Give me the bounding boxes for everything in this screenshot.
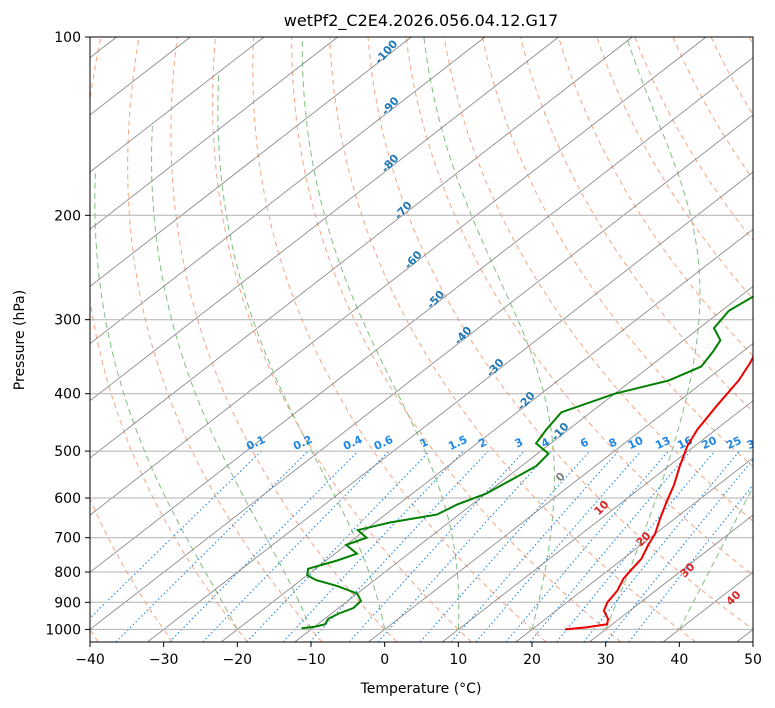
isotherm-line [90, 37, 265, 173]
isotherm-line [90, 57, 753, 573]
mixing-ratio-line [377, 450, 552, 642]
dry-adiabat [367, 37, 753, 631]
mixing-ratio-line [282, 450, 464, 642]
moist-adiabat [151, 123, 312, 630]
dry-adiabat [90, 37, 248, 642]
x-axis-label: Temperature (°C) [360, 681, 482, 697]
dry-adiabat [291, 37, 622, 642]
isotherm-line [90, 37, 412, 287]
y-tick-label: 1000 [45, 622, 81, 638]
x-axis: −40 −30 −20 −10 0 10 20 30 40 50 [75, 642, 762, 668]
mixing-ratio-label: 30 [745, 434, 765, 452]
x-tick-label: −40 [75, 652, 105, 668]
y-axis-label: Pressure (hPa) [12, 290, 28, 390]
moist-adiabats [94, 37, 753, 630]
skewed-isotherms [90, 37, 753, 642]
mixing-ratio-label: 16 [675, 434, 695, 452]
dry-adiabat [127, 37, 323, 642]
x-tick-label: −20 [223, 652, 253, 668]
x-tick-label: 10 [449, 652, 467, 668]
y-tick-label: 600 [54, 491, 81, 507]
mixing-ratio-line [202, 450, 390, 642]
isotherm-line [220, 228, 753, 642]
dry-adiabats [90, 37, 753, 642]
dry-adiabat [558, 37, 753, 357]
y-tick-label: 500 [54, 444, 81, 460]
mixing-ratio-line [505, 450, 669, 642]
mixing-ratio-line [628, 484, 753, 642]
x-tick-label: 0 [380, 652, 389, 668]
isotherm-line [90, 37, 338, 230]
y-tick-label: 400 [54, 387, 81, 403]
mixing-ratio-line [583, 450, 740, 642]
x-tick-label: −30 [149, 652, 179, 668]
isotherm-line [441, 400, 753, 642]
isotherm-line [90, 114, 753, 630]
chart-title: wetPf2_C2E4.2026.056.04.12.G17 [284, 11, 558, 31]
x-tick-label: −10 [296, 652, 326, 668]
mixing-ratio-line [419, 450, 591, 642]
x-tick-label: 20 [523, 652, 541, 668]
isotherm-line [368, 343, 753, 642]
y-tick-label: 300 [54, 313, 81, 329]
mixing-ratio-line [605, 458, 753, 642]
dewpoint-profile [301, 295, 753, 630]
mixing-ratio-line [529, 450, 691, 642]
mixing-ratio-label: 20 [700, 434, 720, 452]
moist-adiabat [94, 173, 238, 630]
isotherm-line [90, 37, 633, 459]
y-tick-label: 100 [54, 30, 81, 46]
isotherm-line [294, 285, 753, 642]
y-tick-label: 900 [54, 595, 81, 611]
moist-adiabat [605, 37, 701, 630]
y-tick-label: 200 [54, 208, 81, 224]
isotherm-line [90, 37, 559, 402]
sounding-profiles [301, 295, 753, 631]
mixing-ratio-line [169, 450, 359, 642]
dry-adiabat [329, 37, 696, 642]
y-tick-label: 800 [54, 565, 81, 581]
isotherm-line [515, 457, 753, 642]
dry-adiabat [212, 37, 472, 642]
isotherm-line [589, 514, 753, 642]
mixing-ratio-label: 10 [626, 434, 646, 452]
y-axis: 100 200 300 400 500 600 700 800 900 1000 [45, 30, 90, 638]
isobar-gridlines [90, 37, 753, 630]
isotherm-line [147, 171, 753, 642]
moist-adiabat [423, 37, 555, 630]
dry-adiabat [596, 37, 753, 300]
isotherm-line [90, 37, 707, 516]
isotherm-line [90, 37, 486, 345]
x-tick-label: 40 [670, 652, 688, 668]
mixing-ratio-label: 25 [724, 434, 743, 452]
x-tick-label: 50 [744, 652, 762, 668]
mixing-ratio-line [246, 450, 430, 642]
moist-adiabat [301, 37, 460, 630]
y-tick-label: 700 [54, 531, 81, 547]
mixing-ratio-line [556, 450, 716, 642]
plot-frame [89, 36, 754, 643]
mixing-ratio-label: 13 [653, 434, 672, 452]
x-tick-label: 30 [597, 652, 615, 668]
temperature-profile [565, 355, 753, 631]
moist-adiabat [217, 72, 386, 630]
